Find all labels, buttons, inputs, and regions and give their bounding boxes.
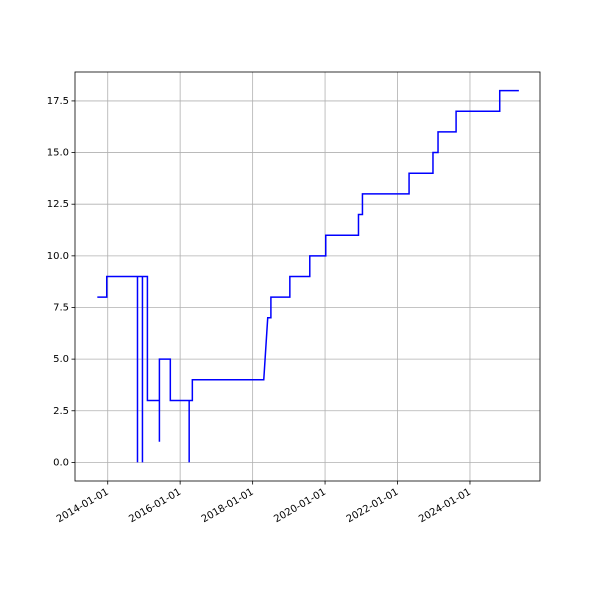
x-tick-label: 2014-01-01 (55, 487, 111, 526)
y-tick-label: 17.5 (47, 96, 69, 107)
y-tick-label: 12.5 (47, 199, 69, 210)
y-tick-label: 2.5 (53, 406, 69, 417)
axes-frame (74, 71, 541, 482)
data-line (97, 89, 519, 463)
y-tick-label: 0.0 (53, 457, 69, 468)
y-tick-label: 5.0 (53, 354, 69, 365)
y-tick-label: 7.5 (53, 302, 69, 313)
x-tick-label: 2020-01-01 (272, 487, 328, 526)
x-tick-label: 2024-01-01 (417, 487, 473, 526)
x-tick-label: 2022-01-01 (345, 487, 401, 526)
x-tick-label: 2016-01-01 (127, 487, 183, 526)
y-tick-label: 15.0 (47, 148, 69, 159)
y-tick-label: 10.0 (47, 251, 69, 262)
x-tick-label: 2018-01-01 (200, 487, 256, 526)
